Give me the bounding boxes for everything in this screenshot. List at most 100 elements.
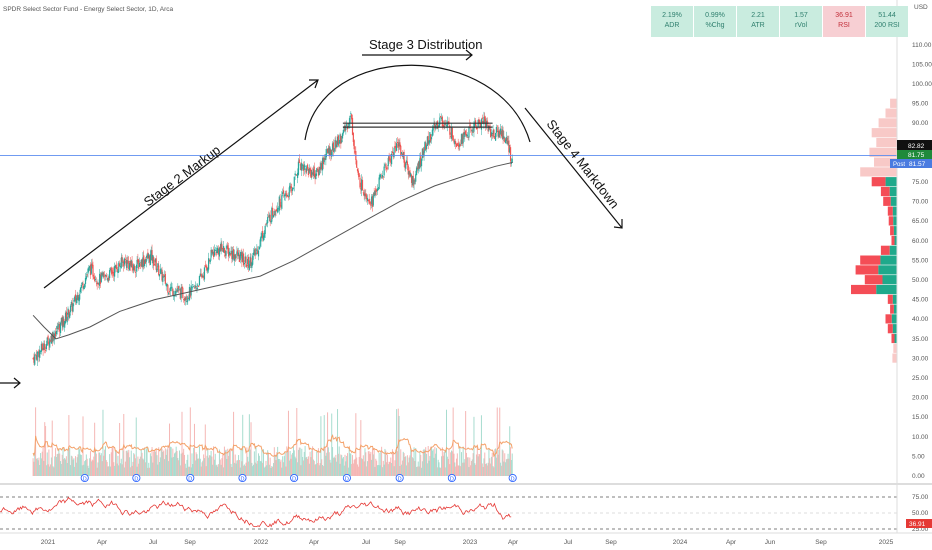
stage2-arrow (43, 79, 319, 289)
volume-bar (174, 452, 176, 476)
volume-bar (258, 455, 260, 476)
candle-body (129, 261, 132, 266)
candle-body (205, 265, 207, 268)
volume-bar (242, 414, 244, 476)
volume-bar (426, 463, 428, 476)
candle-body (363, 192, 365, 196)
candle-body (371, 196, 374, 207)
volume-bar (102, 409, 104, 476)
candle-body (64, 312, 67, 324)
volume-bar (226, 458, 228, 476)
candle-body (299, 164, 301, 166)
candle-body (292, 187, 294, 191)
volume-bar (302, 460, 304, 476)
volume-profile-bar-buy (891, 314, 897, 324)
candle-body (302, 164, 304, 166)
candle-body (486, 120, 488, 125)
volume-bar (96, 467, 98, 476)
volume-bar (391, 449, 393, 476)
candle-body (306, 166, 308, 171)
volume-profile-bar (893, 343, 897, 353)
candle-body (93, 276, 95, 279)
volume-bar (79, 449, 81, 476)
candle-body (159, 269, 161, 274)
volume-bar (329, 459, 331, 476)
volume-bar (222, 454, 224, 476)
candle-body (60, 317, 62, 323)
volume-bar (183, 454, 185, 476)
volume-bar (215, 465, 217, 476)
candle-body (130, 260, 132, 268)
rsi-axis-labels: 75.00 50.00 25.00 (912, 494, 929, 533)
candle-body (272, 207, 274, 216)
candle-body (402, 153, 404, 159)
candle-body (342, 129, 344, 134)
volume-bar (168, 461, 170, 476)
volume-bar (332, 447, 334, 476)
volume-bar (266, 465, 268, 476)
candle-body (204, 265, 206, 266)
volume-bar (402, 451, 404, 476)
candle-body (267, 215, 270, 217)
volume-bar (316, 451, 318, 476)
candle-body (114, 266, 116, 277)
volume-bar (450, 450, 452, 476)
candle-body (441, 116, 443, 127)
rsi-line (0, 496, 512, 528)
candle-body (468, 126, 470, 138)
candle-body (175, 291, 177, 293)
volume-bar (308, 463, 310, 476)
candle-body (494, 136, 496, 139)
candle-body (138, 260, 140, 269)
volume-bar (439, 467, 441, 476)
volume-bar (261, 449, 263, 476)
price-tick-label: 45.00 (912, 297, 929, 304)
candle-body (411, 175, 414, 186)
candle-body (440, 116, 442, 118)
candle-body (244, 256, 246, 262)
volume-profile-bar-buy (889, 245, 897, 255)
volume-bar (60, 463, 62, 476)
volume-bar (369, 453, 371, 476)
volume-bar (75, 456, 77, 476)
volume-bar (97, 462, 99, 476)
candle-body (227, 247, 230, 257)
volume-bar (185, 467, 187, 476)
candle-body (196, 288, 198, 289)
volume-bar (154, 450, 156, 476)
volume-bar (113, 462, 115, 476)
volume-bar (40, 453, 42, 476)
dividend-marker (80, 473, 89, 483)
candle-body (98, 282, 100, 285)
candle-body (247, 256, 250, 268)
candle-body (121, 257, 123, 262)
volume-bar (302, 456, 304, 476)
candle-body (114, 265, 117, 268)
candle-body (286, 193, 288, 198)
volume-bar (277, 446, 279, 476)
volume-bar (35, 458, 37, 476)
volume-bar (234, 454, 236, 476)
candle-body (487, 125, 489, 132)
last-price-tag-bg (897, 140, 932, 150)
stage2-label: Stage 2 Markup (141, 142, 223, 209)
candle-body (466, 134, 468, 137)
candle-body (447, 121, 449, 123)
candle-body (188, 298, 190, 300)
candle-body (339, 134, 341, 144)
candle-body (348, 123, 350, 126)
dividend-marker-label: D (83, 476, 87, 482)
volume-bar (499, 407, 501, 476)
candle-body (198, 285, 200, 287)
volume-bar (374, 466, 376, 476)
candle-body (70, 301, 72, 306)
volume-bar (381, 446, 383, 476)
candle-body (435, 123, 438, 126)
price-tick-label: 35.00 (912, 336, 929, 343)
volume-bar (256, 463, 258, 476)
stat-atr: 2.21 ATR (737, 6, 779, 37)
candle-body (292, 188, 295, 190)
candle-body (32, 358, 34, 359)
candle-body (385, 166, 387, 168)
